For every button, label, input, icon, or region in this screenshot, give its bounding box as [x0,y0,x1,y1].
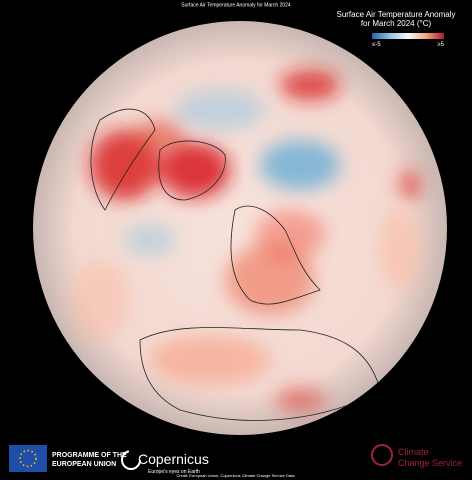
legend-title: for March 2024 (°C) [361,19,432,28]
colorbar-min-label: ≤-5 [372,42,381,48]
copernicus-wordmark: Copernicus [138,451,209,467]
page-title: Surface Air Temperature Anomaly for Marc… [181,2,291,8]
credit: Credit: European Union, Copernicus Clima… [176,473,295,478]
c3s-text: Change Service [398,458,462,468]
eu-flag [9,445,47,472]
colorbar-max-label: ≥5 [437,42,444,48]
c3s-logo [371,444,393,466]
copernicus-tagline: Europe's eyes on Earth [148,469,200,475]
eu-stars [19,449,37,468]
copernicus-logo [121,450,141,470]
eu-text: PROGRAMME OF THE [52,452,127,459]
c3s-text: Climate [398,447,429,457]
colorbar [372,33,444,39]
globe [33,21,447,435]
eu-text: EUROPEAN UNION [52,461,116,468]
legend-title: Surface Air Temperature Anomaly [336,10,455,19]
footer: PROGRAMME OF THE EUROPEAN UNION Copernic… [9,444,462,478]
legend: Surface Air Temperature Anomaly for Marc… [336,10,455,48]
